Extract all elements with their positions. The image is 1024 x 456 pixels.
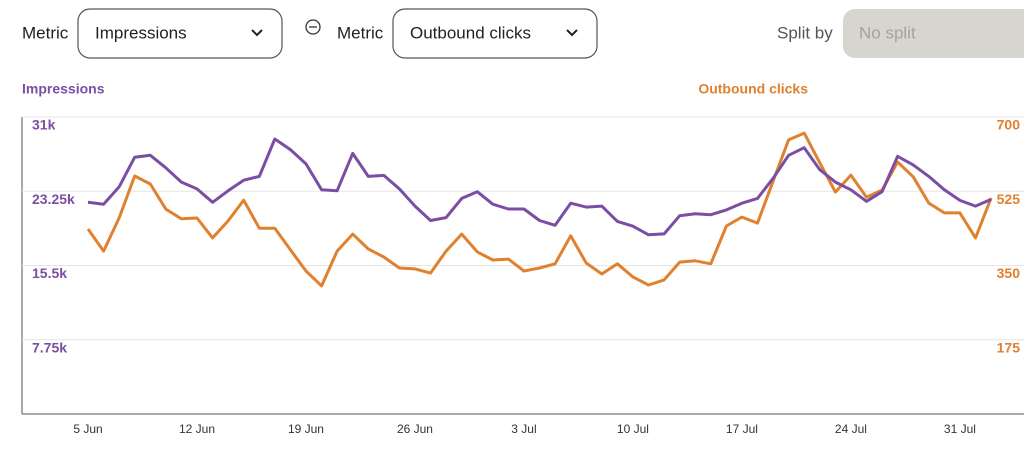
metric-dropdown[interactable] (77, 8, 283, 59)
dropdown-value: No split (859, 23, 916, 42)
metric-dropdown[interactable] (392, 8, 598, 59)
split-dropdown[interactable] (843, 9, 1024, 58)
metric-label: Metric (22, 23, 69, 42)
y2-tick-label: 525 (997, 191, 1021, 207)
y-tick-label: 31k (32, 117, 56, 133)
left-axis-title: Impressions (22, 81, 105, 97)
x-tick-label: 10 Jul (617, 422, 649, 436)
split-label: Split by (777, 23, 833, 42)
chevron (566, 29, 578, 37)
x-tick-label: 5 Jun (73, 422, 102, 436)
y-tick-label: 23.25k (32, 191, 75, 207)
x-tick-label: 31 Jul (944, 422, 976, 436)
series-line (87, 137, 992, 237)
dropdown-value: Impressions (95, 23, 187, 42)
x-tick-label: 26 Jun (397, 422, 433, 436)
x-tick-label: 12 Jun (179, 422, 215, 436)
y-tick-label: 7.75k (32, 339, 67, 355)
right-axis-title: Outbound clicks (698, 81, 808, 97)
y2-tick-label: 350 (997, 265, 1021, 281)
dropdown-value: Outbound clicks (410, 23, 531, 42)
y2-tick-label: 700 (997, 117, 1021, 133)
x-tick-label: 19 Jun (288, 422, 324, 436)
x-tick-label: 17 Jul (726, 422, 758, 436)
metric-label: Metric (337, 23, 384, 42)
x-tick-label: 3 Jul (511, 422, 536, 436)
y2-tick-label: 175 (997, 339, 1021, 355)
y-tick-label: 15.5k (32, 265, 67, 281)
series-line (86, 131, 993, 288)
remove-icon[interactable] (305, 19, 321, 35)
x-tick-label: 24 Jul (835, 422, 867, 436)
chevron (251, 29, 263, 37)
